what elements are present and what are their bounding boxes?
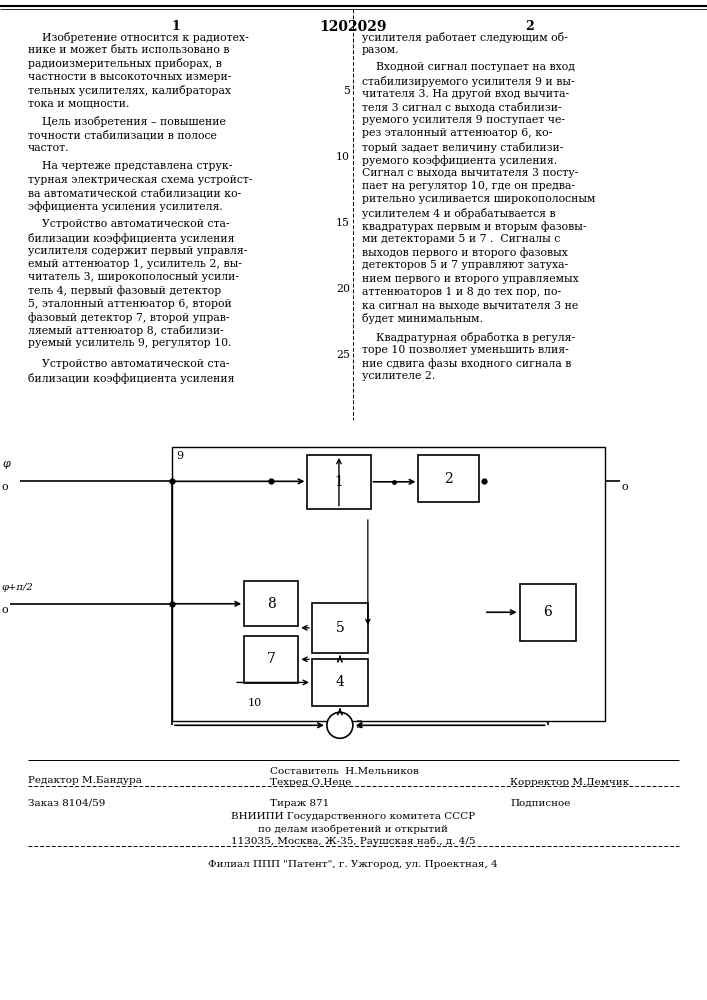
Text: 113035, Москва, Ж-35, Раушская наб., д. 4/5: 113035, Москва, Ж-35, Раушская наб., д. …	[230, 836, 475, 846]
Text: 20: 20	[336, 284, 350, 294]
Text: 10: 10	[336, 152, 350, 162]
Text: билизации коэффициента усиления: билизации коэффициента усиления	[28, 373, 235, 384]
Text: 5: 5	[343, 86, 350, 96]
Bar	[312, 603, 368, 653]
Text: читатель 3, широкополосный усили-: читатель 3, широкополосный усили-	[28, 272, 239, 282]
Text: 6: 6	[543, 605, 552, 619]
Bar	[244, 581, 298, 626]
Text: 2: 2	[525, 20, 534, 33]
Text: 25: 25	[336, 350, 350, 360]
Text: Техред О.Неце: Техред О.Неце	[270, 778, 351, 787]
Text: руемый усилитель 9, регулятор 10.: руемый усилитель 9, регулятор 10.	[28, 338, 231, 348]
Text: пает на регулятор 10, где он предва-: пает на регулятор 10, где он предва-	[362, 181, 575, 191]
Text: ва автоматической стабилизации ко-: ва автоматической стабилизации ко-	[28, 188, 241, 198]
Text: Корректор М.Демчик: Корректор М.Демчик	[510, 778, 629, 787]
Bar	[520, 584, 575, 641]
Text: точности стабилизации в полосе: точности стабилизации в полосе	[28, 130, 217, 140]
Text: Подписное: Подписное	[510, 799, 571, 808]
Text: торый задает величину стабилизи-: торый задает величину стабилизи-	[362, 142, 563, 153]
Text: 15: 15	[336, 218, 350, 228]
Text: по делам изобретений и открытий: по делам изобретений и открытий	[258, 824, 448, 834]
Text: φ: φ	[2, 459, 10, 469]
Text: 1: 1	[334, 475, 344, 489]
Text: читателя 3. На другой вход вычита-: читателя 3. На другой вход вычита-	[362, 89, 569, 99]
Text: 8: 8	[267, 597, 276, 611]
Text: ми детекторами 5 и 7 .  Сигналы с: ми детекторами 5 и 7 . Сигналы с	[362, 234, 560, 244]
Text: усилителя содержит первый управля-: усилителя содержит первый управля-	[28, 246, 247, 256]
Text: Сигнал с выхода вычитателя 3 посту-: Сигнал с выхода вычитателя 3 посту-	[362, 168, 578, 178]
Text: тока и мощности.: тока и мощности.	[28, 98, 129, 108]
Text: теля 3 сигнал с выхода стабилизи-: теля 3 сигнал с выхода стабилизи-	[362, 102, 561, 113]
Text: турная электрическая схема устройст-: турная электрическая схема устройст-	[28, 175, 252, 185]
Bar	[308, 455, 370, 509]
Text: ка сигнал на выходе вычитателя 3 не: ка сигнал на выходе вычитателя 3 не	[362, 300, 578, 310]
Text: 2: 2	[444, 472, 453, 486]
Text: φ+π/2: φ+π/2	[2, 583, 34, 592]
Text: выходов первого и второго фазовых: выходов первого и второго фазовых	[362, 247, 568, 258]
Text: эффициента усиления усилителя.: эффициента усиления усилителя.	[28, 201, 223, 212]
Text: нием первого и второго управляемых: нием первого и второго управляемых	[362, 274, 579, 284]
Text: 4: 4	[335, 675, 344, 689]
Text: Редактор М.Бандура: Редактор М.Бандура	[28, 776, 142, 785]
Text: рительно усиливается широкополосным: рительно усиливается широкополосным	[362, 194, 595, 204]
Text: о: о	[621, 482, 628, 492]
Text: о: о	[2, 482, 8, 492]
Text: радиоизмерительных приборах, в: радиоизмерительных приборах, в	[28, 58, 222, 69]
Text: 7: 7	[267, 652, 276, 666]
Text: фазовый детектор 7, второй управ-: фазовый детектор 7, второй управ-	[28, 312, 230, 323]
Text: Тираж 871: Тираж 871	[270, 799, 329, 808]
Text: о: о	[2, 605, 8, 615]
Text: Составитель  Н.Мельников: Составитель Н.Мельников	[270, 767, 419, 776]
Text: разом.: разом.	[362, 45, 399, 55]
Text: емый аттенюатор 1, усилитель 2, вы-: емый аттенюатор 1, усилитель 2, вы-	[28, 259, 242, 269]
Text: Заказ 8104/59: Заказ 8104/59	[28, 799, 105, 808]
Text: 5: 5	[336, 621, 344, 635]
Bar	[172, 447, 605, 721]
Text: рез эталонный аттенюатор 6, ко-: рез эталонный аттенюатор 6, ко-	[362, 128, 552, 138]
Text: руемого коэффициента усиления.: руемого коэффициента усиления.	[362, 155, 557, 166]
Text: ляемый аттенюатор 8, стабилизи-: ляемый аттенюатор 8, стабилизи-	[28, 325, 223, 336]
Text: 10: 10	[247, 698, 262, 708]
Text: 5, эталонный аттенюатор 6, второй: 5, эталонный аттенюатор 6, второй	[28, 299, 232, 309]
Text: 3: 3	[355, 720, 362, 730]
Text: Входной сигнал поступает на вход: Входной сигнал поступает на вход	[362, 62, 575, 72]
Text: частот.: частот.	[28, 143, 69, 153]
Text: 1: 1	[172, 20, 180, 33]
Text: усилителем 4 и обрабатывается в: усилителем 4 и обрабатывается в	[362, 208, 556, 219]
Bar	[244, 587, 419, 711]
Text: усилителе 2.: усилителе 2.	[362, 371, 436, 381]
Text: аттенюаторов 1 и 8 до тех пор, по-: аттенюаторов 1 и 8 до тех пор, по-	[362, 287, 561, 297]
Text: торе 10 позволяет уменьшить влия-: торе 10 позволяет уменьшить влия-	[362, 345, 568, 355]
Text: билизации коэффициента усиления: билизации коэффициента усиления	[28, 233, 235, 244]
Text: ние сдвига фазы входного сигнала в: ние сдвига фазы входного сигнала в	[362, 358, 571, 369]
Text: Квадратурная обработка в регуля-: Квадратурная обработка в регуля-	[362, 332, 575, 343]
Circle shape	[327, 712, 353, 738]
Bar	[419, 455, 479, 502]
Text: Цель изобретения – повышение: Цель изобретения – повышение	[28, 116, 226, 127]
Text: Филиал ППП "Патент", г. Ужгород, ул. Проектная, 4: Филиал ППП "Патент", г. Ужгород, ул. Про…	[208, 860, 498, 869]
Text: Устройство автоматической ста-: Устройство автоматической ста-	[28, 359, 230, 369]
Text: 1202029: 1202029	[320, 20, 387, 34]
Text: руемого усилителя 9 поступает че-: руемого усилителя 9 поступает че-	[362, 115, 565, 125]
Text: будет минимальным.: будет минимальным.	[362, 313, 483, 324]
Text: Устройство автоматической ста-: Устройство автоматической ста-	[28, 219, 230, 229]
Text: ВНИИПИ Государственного комитета СССР: ВНИИПИ Государственного комитета СССР	[231, 812, 475, 821]
Text: На чертеже представлена струк-: На чертеже представлена струк-	[28, 161, 233, 171]
Text: тель 4, первый фазовый детектор: тель 4, первый фазовый детектор	[28, 285, 221, 296]
Text: квадратурах первым и вторым фазовы-: квадратурах первым и вторым фазовы-	[362, 221, 587, 232]
Bar	[244, 636, 298, 683]
Text: 9: 9	[176, 451, 183, 461]
Text: частности в высокоточных измери-: частности в высокоточных измери-	[28, 72, 231, 82]
Bar	[312, 659, 368, 706]
Text: нике и может быть использовано в: нике и может быть использовано в	[28, 45, 230, 55]
Text: Изобретение относится к радиотех-: Изобретение относится к радиотех-	[28, 32, 249, 43]
Text: усилителя работает следующим об-: усилителя работает следующим об-	[362, 32, 568, 43]
Text: детекторов 5 и 7 управляют затуха-: детекторов 5 и 7 управляют затуха-	[362, 260, 568, 270]
Text: тельных усилителях, калибраторах: тельных усилителях, калибраторах	[28, 85, 231, 96]
Text: стабилизируемого усилителя 9 и вы-: стабилизируемого усилителя 9 и вы-	[362, 76, 575, 87]
